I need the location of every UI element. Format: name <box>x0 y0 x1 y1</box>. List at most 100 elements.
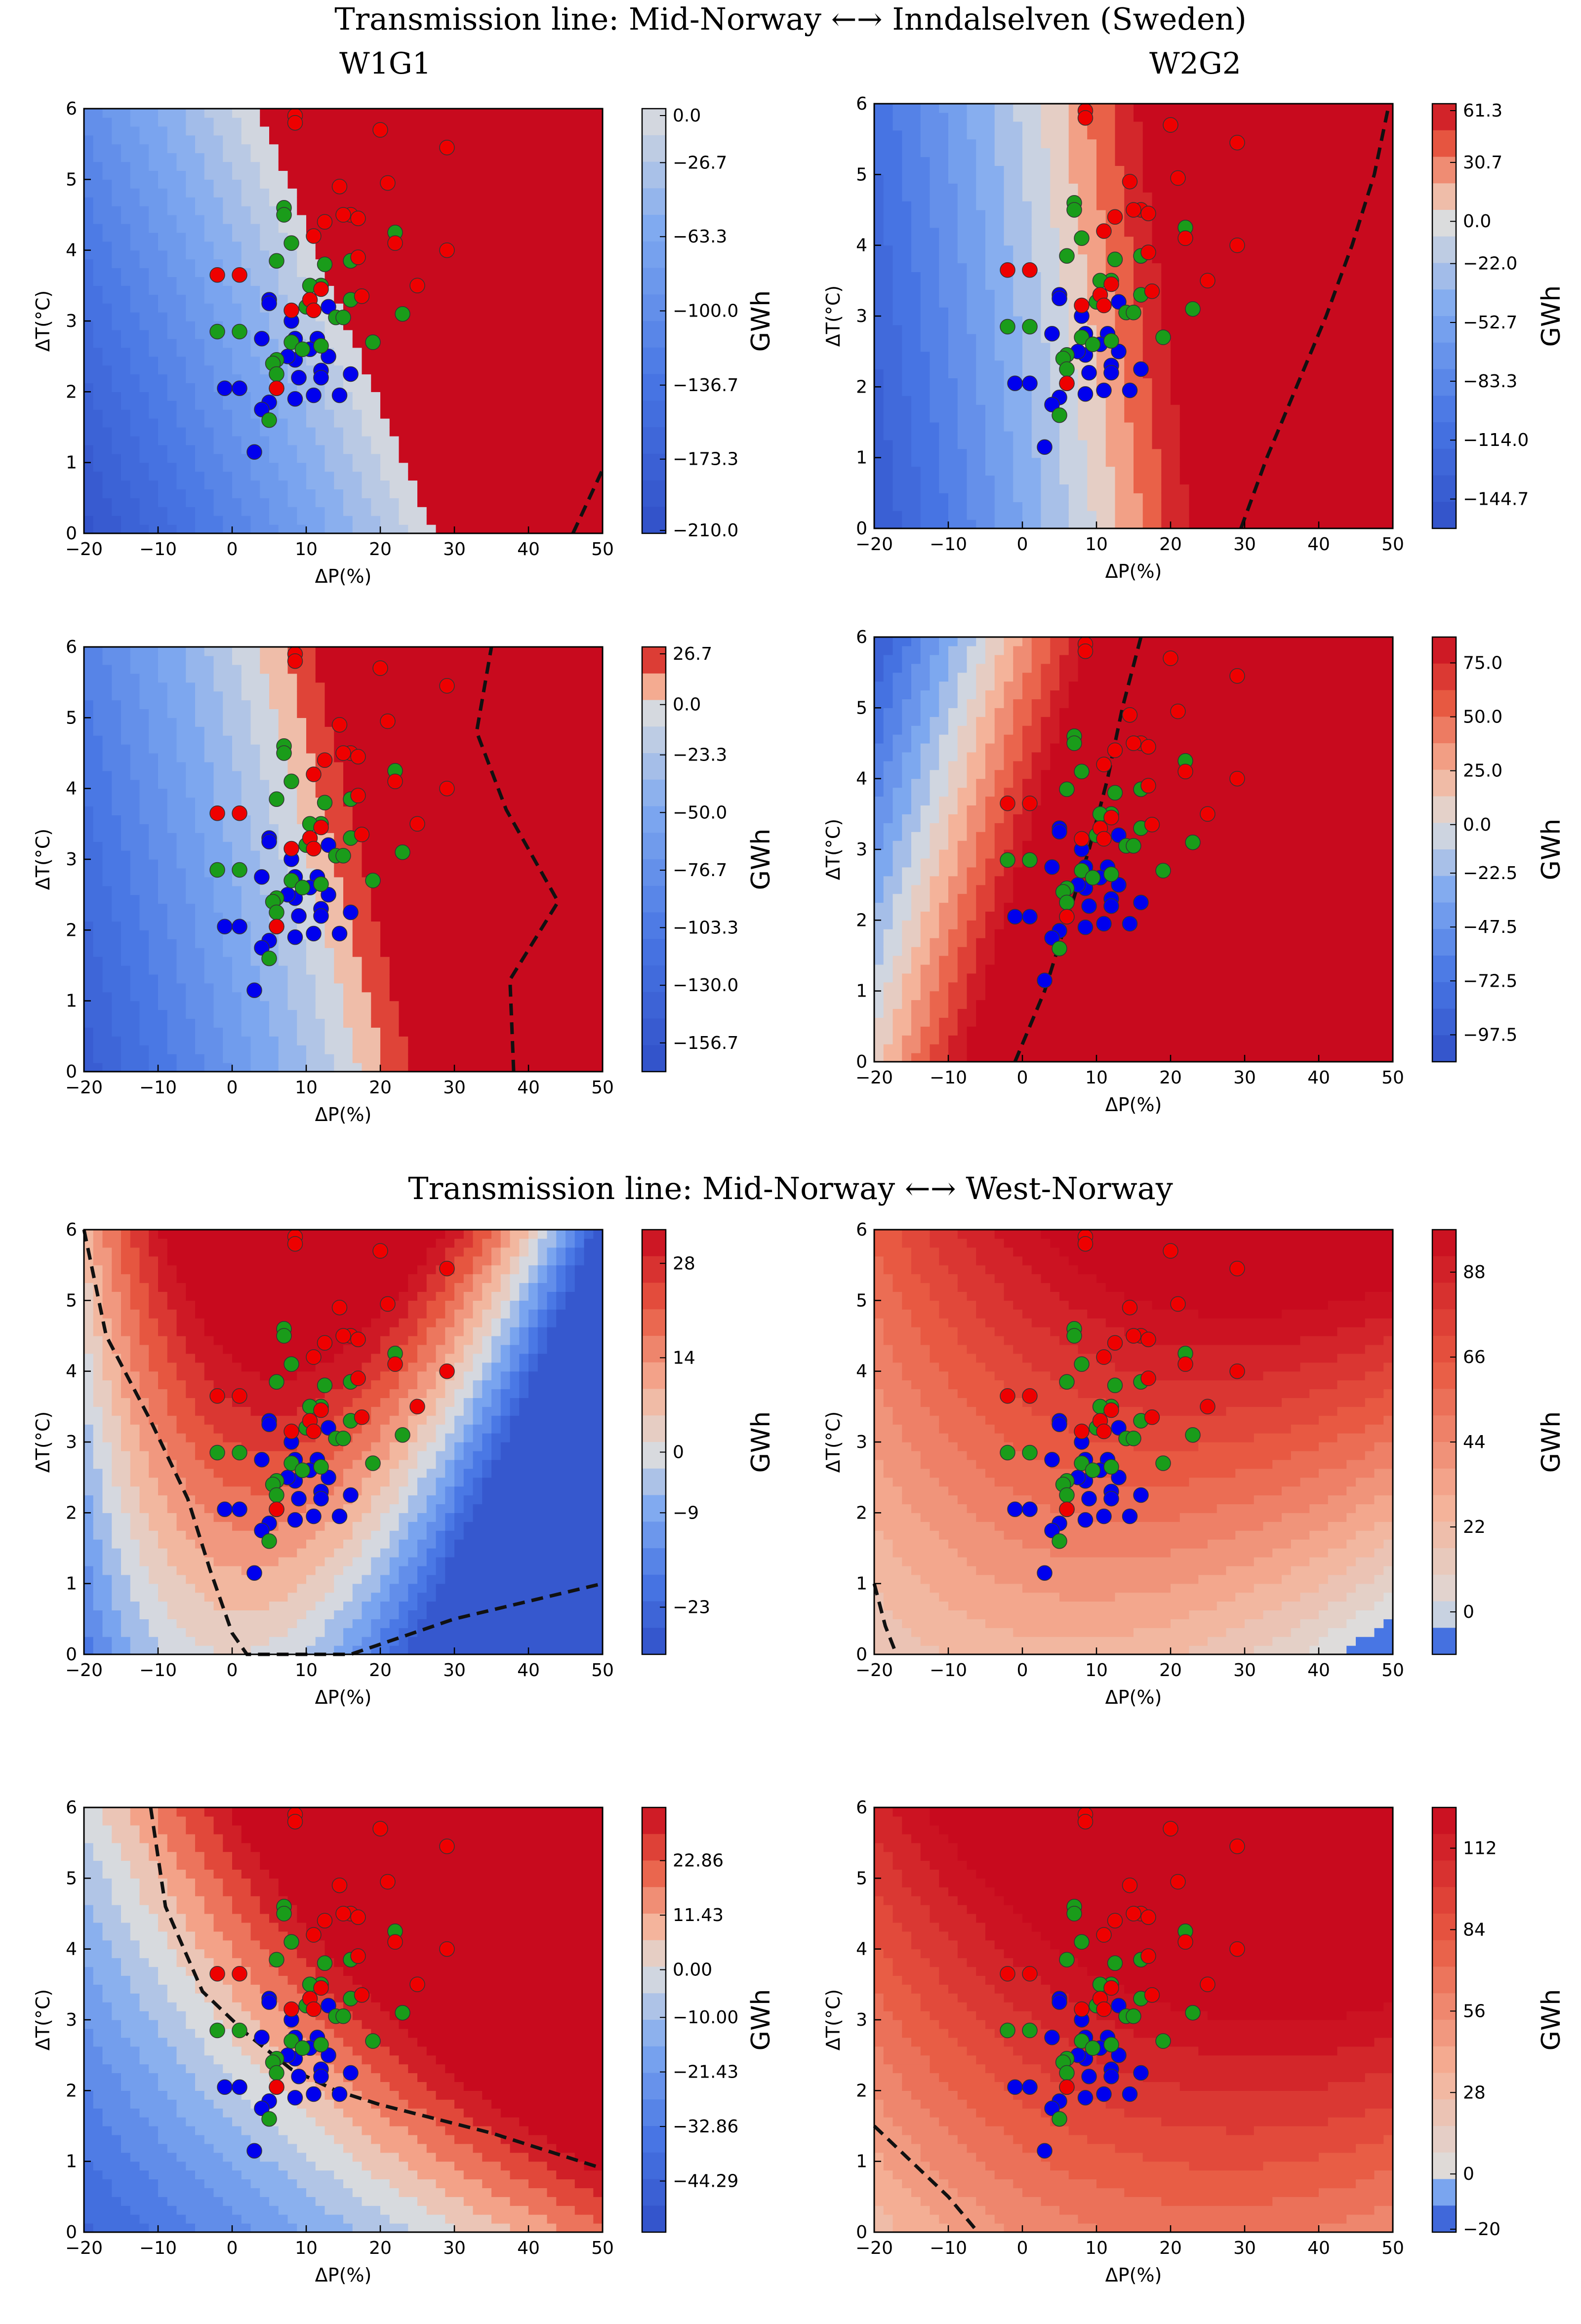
contour-cell <box>436 498 446 507</box>
contour-cell <box>1263 192 1273 201</box>
contour-cell <box>584 498 594 507</box>
contour-cell <box>1031 201 1042 210</box>
contour-cell <box>994 360 1005 370</box>
contour-cell <box>297 188 307 198</box>
contour-cell <box>1022 183 1032 193</box>
contour-cell <box>139 436 149 445</box>
contour-cell <box>985 387 995 396</box>
contour-cell <box>574 109 585 118</box>
contour-cell <box>547 462 557 472</box>
contour-cell <box>593 135 603 145</box>
contour-cell <box>1078 493 1088 502</box>
contour-cell <box>399 321 408 330</box>
contour-cell <box>1216 448 1227 458</box>
contour-cell <box>482 444 492 454</box>
contour-cell <box>1226 511 1236 520</box>
contour-cell <box>297 489 307 498</box>
contour-cell <box>176 259 186 269</box>
contour-cell <box>976 448 986 458</box>
contour-cell <box>167 480 177 490</box>
contour-cell <box>93 223 103 233</box>
contour-cell <box>1031 236 1042 246</box>
contour-cell <box>445 161 455 171</box>
contour-cell <box>1161 493 1171 502</box>
contour-cell <box>892 263 902 273</box>
contour-cell <box>1078 520 1088 529</box>
contour-cell <box>436 453 446 463</box>
contour-cell <box>911 218 921 228</box>
contour-cell <box>102 409 112 419</box>
contour-cell <box>939 493 949 502</box>
contour-cell <box>1013 210 1023 219</box>
contour-cell <box>976 422 986 432</box>
contour-cell <box>102 524 112 534</box>
contour-cell <box>149 480 159 490</box>
contour-cell <box>445 321 455 330</box>
contour-cell <box>902 210 912 219</box>
contour-cell <box>223 347 233 357</box>
contour-cell <box>436 179 446 189</box>
contour-cell <box>491 117 501 127</box>
contour-cell <box>223 471 233 481</box>
contour-cell <box>1272 502 1282 511</box>
contour-cell <box>436 153 446 162</box>
contour-cell <box>939 466 949 476</box>
contour-cell <box>315 409 325 419</box>
contour-cell <box>1161 218 1171 228</box>
contour-cell <box>204 312 214 321</box>
contour-cell <box>911 165 921 175</box>
contour-cell <box>287 436 297 445</box>
contour-cell <box>967 404 976 414</box>
contour-cell <box>399 277 408 286</box>
contour-cell <box>436 277 446 286</box>
colorbar-segment <box>642 268 666 295</box>
contour-cell <box>1078 280 1088 290</box>
contour-cell <box>957 157 968 166</box>
contour-cell <box>93 365 103 375</box>
contour-cell <box>93 498 103 507</box>
y-tick-label: 0 <box>66 523 77 544</box>
contour-cell <box>102 462 112 472</box>
contour-cell <box>1087 157 1097 166</box>
contour-cell <box>158 188 168 198</box>
contour-cell <box>1226 254 1236 264</box>
contour-cell <box>930 254 939 264</box>
contour-cell <box>547 277 557 286</box>
contour-cell <box>556 409 566 419</box>
contour-cell <box>362 507 371 516</box>
contour-cell <box>454 144 464 154</box>
contour-cell <box>491 170 501 180</box>
contour-cell <box>408 232 418 242</box>
contour-cell <box>223 153 233 162</box>
contour-cell <box>510 524 520 534</box>
contour-cell <box>408 347 418 357</box>
contour-cell <box>1087 475 1097 485</box>
contour-cell <box>380 401 390 410</box>
contour-cell <box>260 259 270 269</box>
contour-cell <box>482 170 492 180</box>
contour-cell <box>297 144 307 154</box>
contour-cell <box>1013 245 1023 255</box>
contour-cell <box>260 179 270 189</box>
contour-cell <box>334 444 344 454</box>
contour-cell <box>1226 121 1236 131</box>
contour-cell <box>1078 511 1088 520</box>
contour-cell <box>1245 440 1255 449</box>
contour-cell <box>1161 139 1171 149</box>
contour-cell <box>417 153 427 162</box>
contour-cell <box>463 498 474 507</box>
contour-cell <box>139 303 149 313</box>
scatter-point-blue <box>291 369 307 386</box>
contour-cell <box>84 392 94 401</box>
contour-cell <box>371 161 381 171</box>
contour-cell <box>334 285 344 295</box>
contour-cell <box>976 236 986 246</box>
contour-cell <box>1263 289 1273 299</box>
contour-cell <box>1004 360 1013 370</box>
contour-cell <box>1226 387 1236 396</box>
contour-cell <box>93 153 103 162</box>
contour-cell <box>195 188 205 198</box>
contour-cell <box>593 329 603 339</box>
contour-cell <box>1263 333 1273 343</box>
contour-cell <box>1189 316 1199 325</box>
